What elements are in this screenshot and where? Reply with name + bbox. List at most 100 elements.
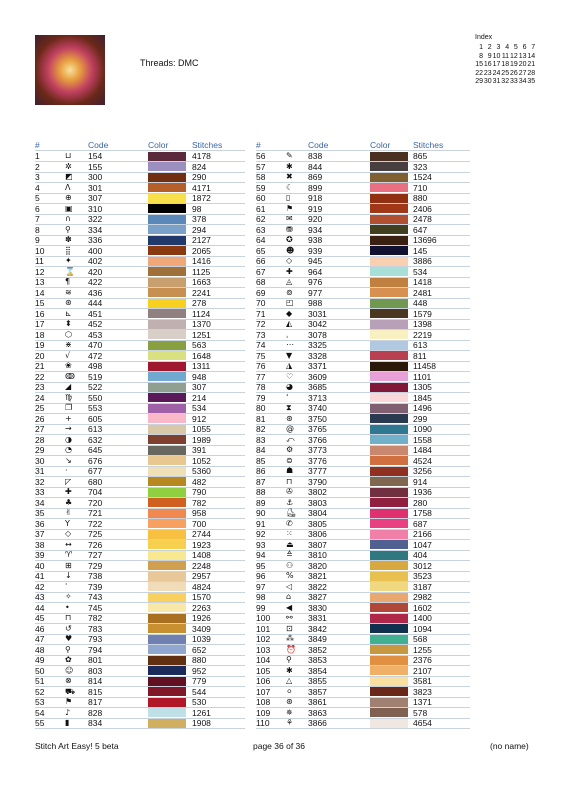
row-number: 25 — [35, 403, 45, 413]
row-line — [256, 318, 470, 320]
row-code: 452 — [88, 319, 103, 329]
column-header: Stitches — [413, 140, 444, 150]
row-code: 3831 — [308, 613, 327, 623]
row-line — [256, 717, 470, 719]
color-swatch — [370, 445, 408, 455]
row-stitches: 710 — [413, 182, 428, 193]
row-stitches: 1371 — [413, 697, 432, 707]
row-line — [256, 507, 470, 509]
row-symbol: ¶ — [65, 277, 71, 286]
row-code: 3806 — [308, 529, 327, 539]
row-line — [35, 539, 245, 540]
row-symbol: Λ — [65, 182, 71, 192]
row-code: 3822 — [308, 581, 327, 592]
row-code: 3803 — [308, 497, 327, 508]
color-swatch — [370, 529, 408, 539]
row-code: 436 — [88, 287, 103, 298]
row-stitches: 687 — [413, 518, 428, 529]
row-number: 60 — [256, 193, 266, 203]
color-swatch — [370, 424, 408, 434]
index-page: 32 — [501, 78, 510, 85]
color-swatch — [148, 613, 186, 623]
row-symbol: ⏏ — [286, 539, 294, 549]
color-swatch — [370, 414, 408, 423]
color-swatch — [370, 225, 408, 234]
row-line — [35, 486, 245, 488]
row-code: 677 — [88, 466, 103, 476]
row-number: 11 — [35, 256, 44, 266]
row-symbol: % — [286, 571, 294, 580]
row-number: 20 — [35, 350, 45, 361]
color-swatch — [370, 582, 408, 591]
color-swatch — [370, 172, 408, 182]
row-number: 98 — [256, 592, 266, 602]
index-page: 16 — [483, 61, 492, 68]
color-swatch — [148, 204, 186, 213]
row-code: 400 — [88, 245, 103, 256]
row-line — [256, 602, 470, 603]
row-symbol: ⛸ — [286, 508, 297, 517]
row-code: 844 — [308, 161, 323, 172]
row-stitches: 1989 — [192, 434, 211, 445]
row-line — [256, 171, 470, 173]
row-code: 155 — [88, 161, 103, 172]
row-number: 56 — [256, 151, 266, 161]
row-stitches: 530 — [192, 697, 207, 707]
row-stitches: 1663 — [192, 277, 211, 287]
row-code: 307 — [88, 193, 103, 203]
color-swatch — [370, 687, 408, 696]
row-symbol: ◕ — [286, 382, 293, 391]
color-swatch — [148, 151, 186, 161]
row-stitches: 790 — [192, 487, 207, 497]
row-number: 70 — [256, 298, 266, 308]
row-line — [256, 381, 470, 383]
row-line — [35, 360, 245, 362]
row-number: 15 — [35, 298, 45, 308]
color-swatch — [148, 718, 186, 728]
row-code: 783 — [88, 623, 103, 634]
row-code: 680 — [88, 476, 103, 487]
row-symbol: ◮ — [286, 361, 293, 370]
row-symbol: ✆ — [286, 518, 293, 528]
row-stitches: 5360 — [192, 466, 211, 476]
row-stitches: 1039 — [192, 634, 211, 644]
row-code: 498 — [88, 361, 103, 371]
row-code: 828 — [88, 707, 103, 718]
column-header: # — [35, 140, 40, 150]
row-stitches: 3823 — [413, 686, 432, 697]
row-symbol: ✌ — [65, 508, 72, 517]
color-swatch — [148, 361, 186, 371]
color-swatch — [370, 435, 408, 444]
row-code: 3776 — [308, 455, 327, 466]
index-page: 12 — [510, 52, 518, 60]
row-line — [35, 560, 245, 561]
row-stitches: 652 — [192, 644, 207, 655]
row-code: 550 — [88, 392, 103, 403]
row-number: 29 — [35, 445, 45, 455]
row-number: 34 — [35, 497, 45, 508]
row-symbol: ◸ — [65, 476, 72, 486]
column-header: Color — [148, 140, 169, 150]
thumbnail — [35, 35, 105, 105]
row-number: 33 — [35, 487, 45, 497]
row-number: 2 — [35, 161, 40, 172]
index-page: 5 — [513, 44, 518, 51]
row-number: 54 — [35, 707, 45, 718]
row-number: 49 — [35, 655, 45, 665]
row-stitches: 2478 — [413, 214, 432, 224]
row-code: 3765 — [308, 424, 327, 434]
row-number: 74 — [256, 340, 266, 350]
row-number: 53 — [35, 697, 45, 707]
row-line — [256, 297, 470, 299]
index-page: 24 — [492, 69, 501, 77]
row-code: 988 — [308, 298, 323, 308]
row-line — [35, 213, 245, 215]
row-stitches: 1908 — [192, 718, 211, 728]
row-code: 3866 — [308, 718, 327, 728]
row-symbol: ⊗ — [65, 676, 72, 685]
row-symbol: ◁ — [286, 581, 293, 591]
row-line — [35, 434, 245, 435]
row-symbol: ✚ — [286, 266, 293, 276]
row-number: 3 — [35, 172, 40, 182]
row-line — [256, 549, 470, 551]
